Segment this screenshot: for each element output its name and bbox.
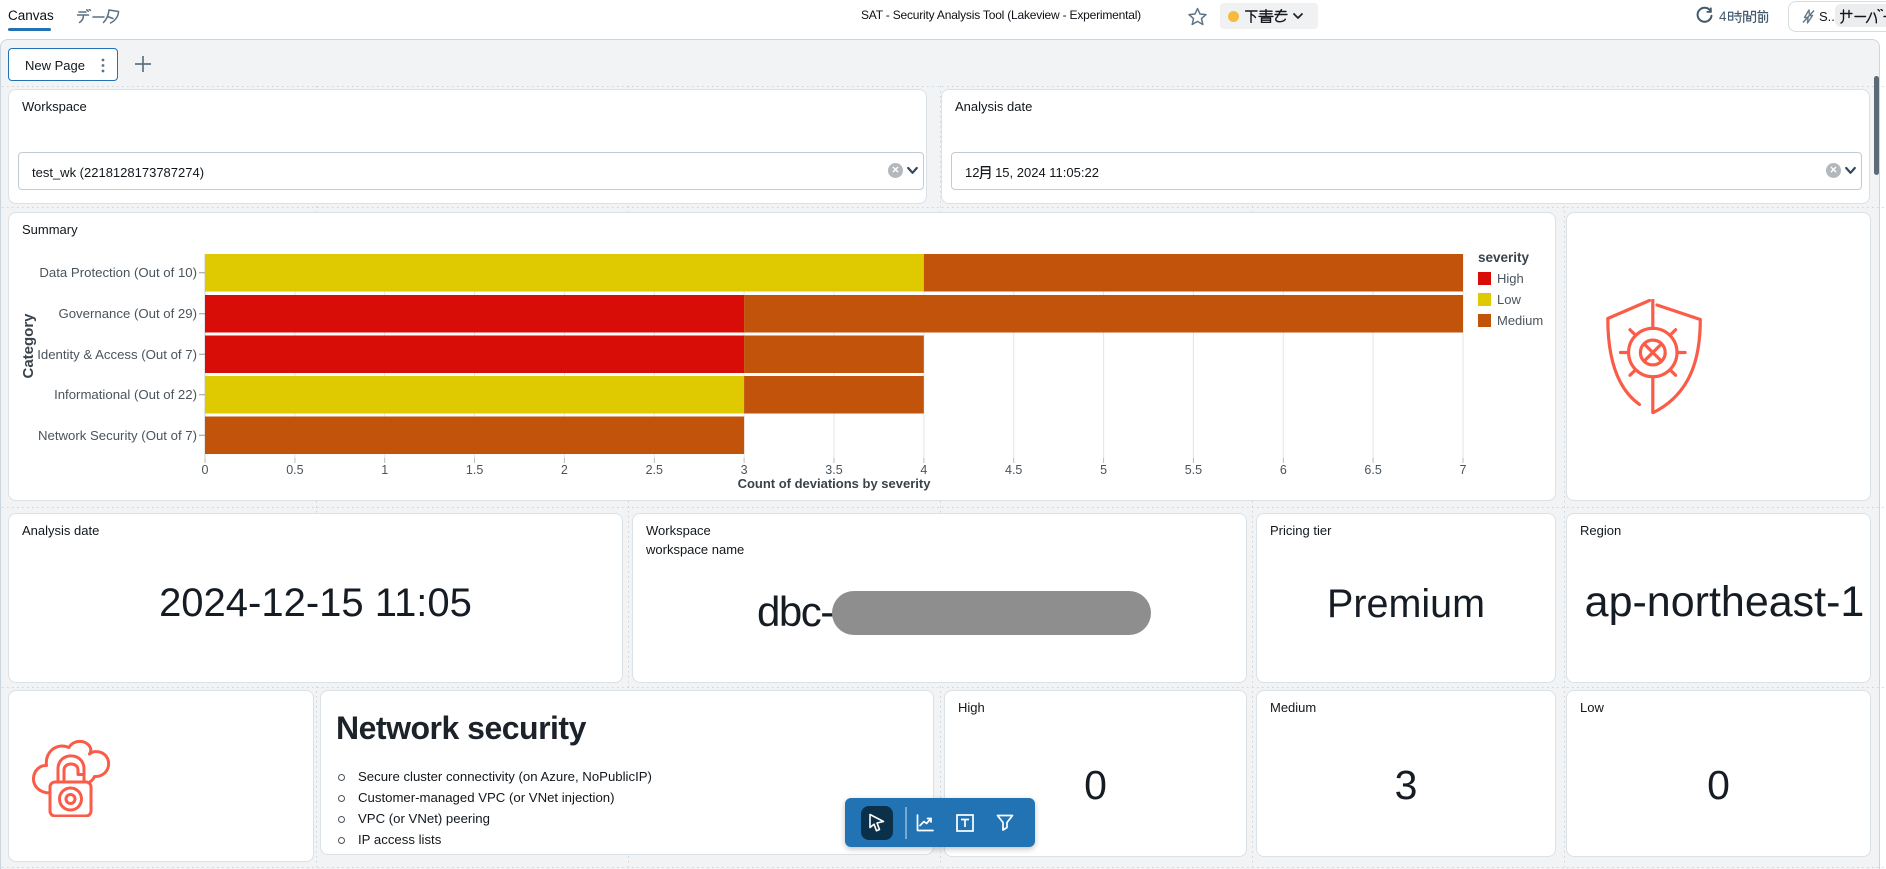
svg-text:severity: severity	[1478, 250, 1530, 265]
svg-text:Medium: Medium	[1497, 313, 1543, 328]
svg-text:High: High	[1497, 271, 1524, 286]
svg-text:1.5: 1.5	[466, 463, 483, 477]
svg-text:Network Security (Out of 7): Network Security (Out of 7)	[38, 428, 197, 443]
svg-text:Data Protection (Out of 10): Data Protection (Out of 10)	[39, 265, 197, 280]
svg-text:4: 4	[920, 463, 927, 477]
svg-text:7: 7	[1460, 463, 1467, 477]
svg-text:6: 6	[1280, 463, 1287, 477]
svg-text:Low: Low	[1497, 292, 1521, 307]
svg-text:6.5: 6.5	[1364, 463, 1381, 477]
svg-text:2: 2	[561, 463, 568, 477]
svg-text:5: 5	[1100, 463, 1107, 477]
svg-text:Count of deviations by severit: Count of deviations by severity	[738, 476, 932, 491]
svg-text:Governance (Out of 29): Governance (Out of 29)	[58, 306, 197, 321]
svg-text:Informational (Out of 22): Informational (Out of 22)	[54, 387, 197, 402]
svg-text:Category: Category	[20, 313, 37, 379]
svg-text:0.5: 0.5	[286, 463, 303, 477]
svg-text:1: 1	[381, 463, 388, 477]
svg-text:4.5: 4.5	[1005, 463, 1022, 477]
svg-text:5.5: 5.5	[1185, 463, 1202, 477]
svg-text:Identity & Access (Out of 7): Identity & Access (Out of 7)	[37, 347, 197, 362]
svg-text:0: 0	[202, 463, 209, 477]
svg-text:3.5: 3.5	[825, 463, 842, 477]
svg-text:3: 3	[741, 463, 748, 477]
svg-text:2.5: 2.5	[646, 463, 663, 477]
